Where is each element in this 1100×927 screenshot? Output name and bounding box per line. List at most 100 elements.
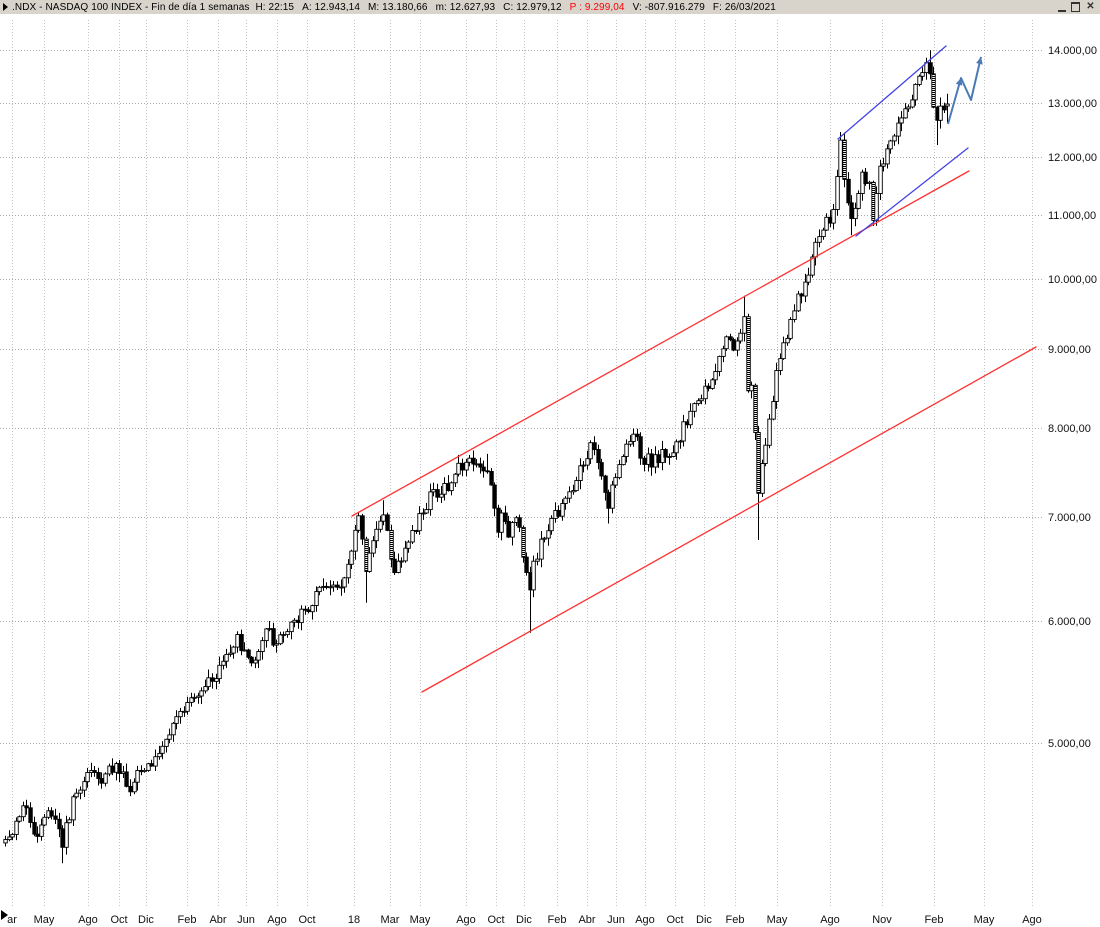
candle-up [574, 480, 579, 492]
candle-up [674, 441, 679, 454]
projection-arrow[interactable] [947, 56, 983, 125]
candle-down [642, 457, 647, 465]
x-axis-label: Dic [138, 914, 154, 926]
candle-up [378, 520, 383, 530]
candle-up [721, 348, 726, 357]
blue-channel-lower-line[interactable] [855, 147, 969, 237]
x-axis-label: Feb [726, 914, 745, 926]
title-field-P: P : 9.299,04 [569, 1, 625, 13]
x-axis-label: Abr [209, 914, 226, 926]
candle-up [671, 452, 676, 457]
x-axis-label: Feb [178, 914, 197, 926]
window-title: .NDX - NASDAQ 100 INDEX - Fin de día 1 s… [12, 1, 250, 13]
candle-down [485, 470, 490, 473]
candle-up [838, 139, 843, 177]
y-axis-label: 9.000,00 [1048, 344, 1091, 356]
x-axis-label: Ago [456, 914, 476, 926]
x-axis-label: ar [7, 914, 17, 926]
candle-down [60, 828, 65, 848]
title-field-F: F: 26/03/2021 [712, 1, 776, 13]
candle-down [435, 489, 440, 498]
candle-up [906, 106, 911, 110]
candle-up [203, 686, 208, 692]
candle-down [24, 805, 29, 809]
candle-up [21, 805, 26, 818]
candle-up [464, 461, 469, 471]
candle-up [803, 281, 808, 297]
candle-down [92, 770, 97, 773]
candle-up [510, 522, 515, 538]
y-axis-label: 14.000,00 [1048, 45, 1097, 57]
candle-down [32, 822, 37, 835]
candle-down [635, 433, 640, 438]
red-channel-lower-line[interactable] [421, 346, 1037, 693]
window-titlebar[interactable]: .NDX - NASDAQ 100 INDEX - Fin de día 1 s… [0, 0, 1100, 14]
candle-down [57, 818, 62, 830]
x-axis-label: Jun [237, 914, 255, 926]
candle-up [142, 769, 147, 773]
candle-up [796, 293, 801, 312]
candle-up [628, 440, 633, 445]
candle-down [489, 471, 494, 486]
y-axis-label: 13.000,00 [1048, 98, 1097, 110]
candle-up [424, 509, 429, 514]
candle-up [242, 649, 247, 652]
candle-up [292, 619, 297, 623]
candle-up [85, 772, 90, 783]
close-icon[interactable]: ✕ [1086, 1, 1095, 12]
candle-up [346, 563, 351, 579]
candle-up [421, 512, 426, 515]
candle-up [171, 722, 176, 736]
candle-up [892, 135, 897, 142]
candle-up [853, 207, 858, 220]
candle-up [888, 140, 893, 150]
candle-up [406, 541, 411, 549]
candle-up [442, 483, 447, 495]
candle-up [678, 440, 683, 443]
candle-up [874, 193, 879, 221]
arrowhead-icon [955, 78, 963, 86]
candle-down [846, 178, 851, 204]
candle-up [71, 796, 76, 821]
candle-up [267, 628, 272, 631]
candle-down [210, 677, 215, 682]
candle-up [146, 763, 151, 771]
candle-up [539, 538, 544, 560]
candle-down [28, 807, 33, 823]
candle-up [717, 355, 722, 372]
candle-down [521, 526, 526, 558]
y-axis-label: 11.000,00 [1048, 210, 1096, 222]
blue-channel-upper-line[interactable] [837, 45, 947, 140]
candle-down [849, 202, 854, 219]
minimize-icon[interactable] [1058, 3, 1066, 12]
candle-down [663, 449, 668, 458]
candle-up [617, 464, 622, 479]
candle-up [771, 401, 776, 420]
projection-arrow-line[interactable] [947, 56, 982, 125]
candle-up [767, 418, 772, 446]
candle-down [842, 139, 847, 180]
x-axis-label: May [34, 914, 55, 926]
candle-up [774, 370, 779, 402]
candle-up [399, 560, 404, 563]
candle-up [167, 734, 172, 740]
restore-icon[interactable] [1071, 2, 1080, 12]
candle-up [813, 241, 818, 258]
candle-down [478, 463, 483, 468]
red-channel-upper-line[interactable] [351, 170, 970, 517]
candle-down [324, 585, 329, 588]
candle-down [517, 517, 522, 528]
candle-up [903, 108, 908, 119]
candle-up [235, 634, 240, 648]
y-axis-label: 10.000,00 [1048, 274, 1097, 286]
y-axis-label: 7.000,00 [1048, 512, 1091, 524]
candle-down [942, 105, 947, 111]
candle-up [199, 690, 204, 697]
candle-up [189, 697, 194, 703]
candle-down [756, 432, 761, 494]
candle-down [492, 484, 497, 509]
x-axis-label: Nov [872, 914, 892, 926]
scroll-position-marker-icon[interactable] [1, 910, 8, 920]
candle-down [799, 293, 804, 297]
